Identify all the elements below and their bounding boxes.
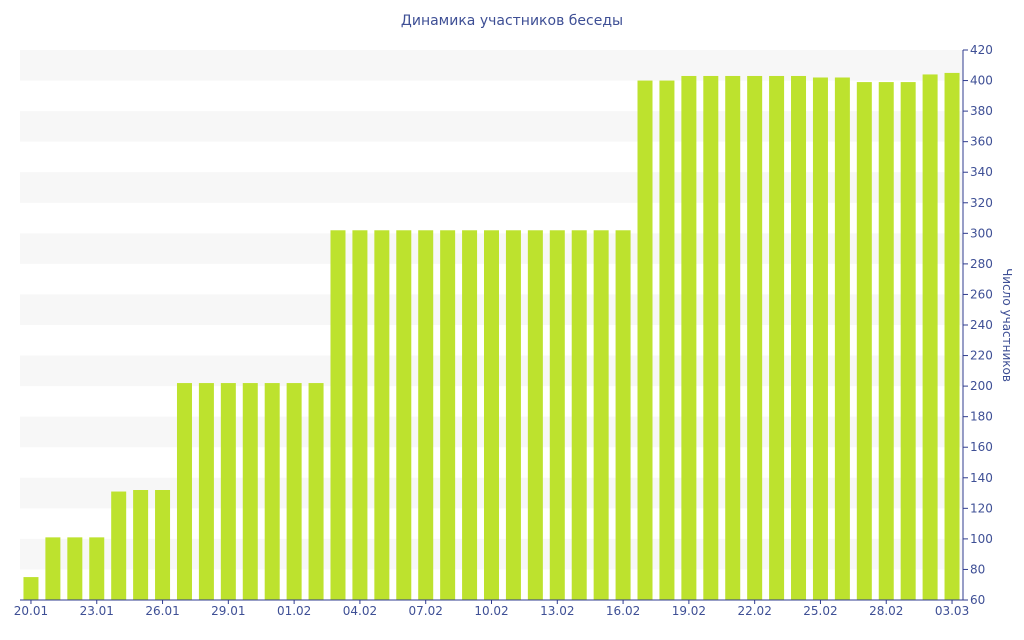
grid-band (20, 50, 963, 81)
y-tick-label: 340 (970, 165, 993, 179)
y-tick-label: 240 (970, 318, 993, 332)
bar (133, 490, 149, 600)
bar (549, 230, 565, 600)
bar (856, 82, 872, 601)
y-tick-label: 360 (970, 135, 993, 149)
x-tick-label: 22.02 (737, 604, 771, 618)
bar (747, 75, 763, 600)
y-tick-label: 200 (970, 379, 993, 393)
bar (681, 75, 697, 600)
y-tick-label: 80 (970, 562, 985, 576)
y-tick-label: 280 (970, 257, 993, 271)
x-tick-label: 16.02 (606, 604, 640, 618)
bar (198, 383, 214, 600)
x-tick-label: 03.03 (935, 604, 969, 618)
bar (791, 75, 807, 600)
bar (834, 77, 850, 600)
x-tick-label: 07.02 (409, 604, 443, 618)
y-tick-label: 380 (970, 104, 993, 118)
bar (45, 537, 61, 600)
x-tick-label: 26.01 (145, 604, 179, 618)
y-tick-label: 60 (970, 593, 985, 607)
x-tick-label: 04.02 (343, 604, 377, 618)
x-tick-label: 10.02 (474, 604, 508, 618)
bar (220, 383, 236, 600)
bar (484, 230, 499, 600)
bar (659, 80, 675, 601)
bar (286, 383, 302, 600)
x-tick-label: 13.02 (540, 604, 574, 618)
bar (703, 75, 719, 600)
bar (637, 80, 653, 601)
bar (922, 74, 938, 600)
bar (242, 383, 258, 600)
y-tick-label: 160 (970, 440, 993, 454)
bar (769, 75, 785, 600)
bar (527, 230, 543, 600)
y-axis-title: Число участников (1000, 268, 1014, 382)
y-tick-label: 320 (970, 196, 993, 210)
y-tick-label: 400 (970, 74, 993, 88)
bar (155, 490, 171, 600)
y-tick-label: 100 (970, 532, 993, 546)
bar (944, 72, 960, 600)
bar (900, 82, 916, 601)
y-tick-label: 120 (970, 501, 993, 515)
y-tick-label: 140 (970, 471, 993, 485)
bar (418, 230, 434, 600)
bar (505, 230, 521, 600)
bar (725, 75, 741, 600)
bar (374, 230, 390, 600)
bar (352, 230, 368, 600)
x-tick-label: 25.02 (803, 604, 837, 618)
bar (878, 82, 894, 601)
y-tick-label: 260 (970, 287, 993, 301)
y-tick-label: 180 (970, 410, 993, 424)
bar (440, 230, 456, 600)
bar (593, 230, 609, 600)
bar (23, 577, 39, 600)
bar (111, 491, 127, 600)
bar (308, 383, 324, 600)
bar (812, 77, 828, 600)
x-tick-label: 28.02 (869, 604, 903, 618)
bar (571, 230, 587, 600)
x-tick-label: 23.01 (80, 604, 114, 618)
y-tick-label: 420 (970, 43, 993, 57)
bar (462, 230, 478, 600)
bar (396, 230, 412, 600)
bar (264, 383, 280, 600)
chart-title: Динамика участников беседы (400, 13, 624, 29)
bar (615, 230, 631, 600)
x-tick-label: 20.01 (14, 604, 48, 618)
bar (330, 230, 346, 600)
x-tick-label: 19.02 (672, 604, 706, 618)
x-tick-label: 01.02 (277, 604, 311, 618)
bar (176, 383, 192, 600)
x-tick-label: 29.01 (211, 604, 245, 618)
bar (89, 537, 105, 600)
y-tick-label: 220 (970, 349, 993, 363)
bar (67, 537, 83, 600)
y-tick-label: 300 (970, 226, 993, 240)
